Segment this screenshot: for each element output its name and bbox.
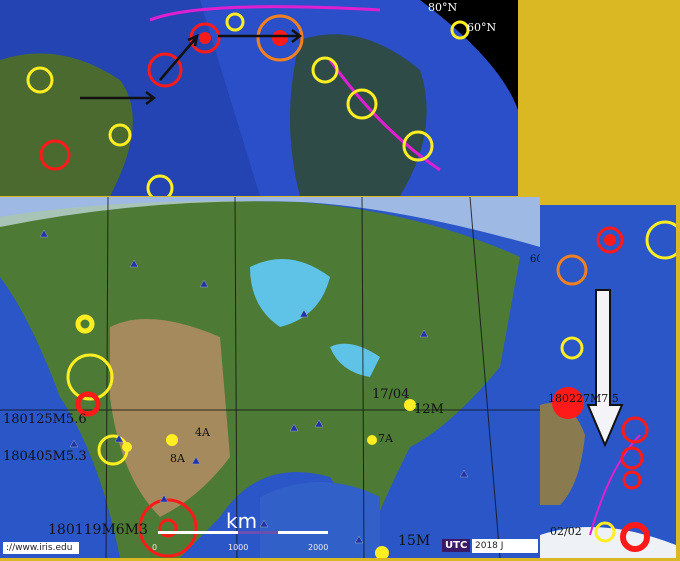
quake-marker [645, 220, 676, 260]
event-label: 8A [170, 452, 185, 465]
quake-marker [622, 470, 642, 490]
quake-marker [66, 353, 114, 401]
globe-view [0, 0, 518, 196]
utc-badge: UTC [442, 539, 471, 552]
quake-marker [594, 521, 616, 543]
quake-marker [556, 254, 588, 286]
date-display: 2018 J [472, 539, 538, 553]
quake-marker [596, 226, 624, 254]
quake-marker [147, 52, 183, 88]
event-bursts [122, 399, 416, 558]
southwest-pacific-map: 180227M7.5 02/02 [540, 205, 676, 558]
global-seismicity-map: 80°N 60°N [0, 0, 518, 196]
lat-label: 60°N [467, 21, 497, 34]
event-label: 4A [195, 426, 210, 439]
motion-arrows [80, 29, 303, 105]
map-canvas [0, 197, 540, 558]
direction-arrow [586, 289, 624, 448]
quake-marker [108, 123, 132, 147]
quake-marker [346, 88, 378, 120]
quake-marker [225, 12, 245, 32]
quake-marker [620, 446, 644, 470]
north-america-map: 180125M5.6 180405M5.3 180119M6M3 17/04 1… [0, 197, 540, 558]
quake-marker [450, 20, 470, 40]
iris-link[interactable]: ://www.iris.edu [3, 542, 79, 554]
grid-label: 60 [530, 254, 540, 265]
event-label: 180119M6M3 [48, 522, 148, 538]
quake-marker [75, 314, 95, 334]
event-label: 12M [414, 402, 444, 417]
quake-marker [402, 130, 434, 162]
quake-marker [26, 66, 54, 94]
lat-label: 80°N [428, 1, 458, 14]
event-label: 15M [398, 533, 431, 549]
quake-marker [620, 522, 650, 552]
scale-tick: 2000 [308, 543, 329, 552]
quake-marker [39, 139, 71, 171]
event-label: 7A [378, 432, 393, 445]
quake-marker [146, 174, 174, 196]
quake-marker [560, 336, 584, 360]
scale-unit: km [226, 509, 258, 533]
event-label: 180227M7.5 [548, 392, 619, 405]
event-label: 02/02 [550, 525, 582, 538]
quake-marker [75, 391, 101, 417]
event-label: 17/04 [372, 387, 410, 402]
quake-marker [311, 56, 339, 84]
map-canvas [540, 205, 676, 558]
event-label: 180405M5.3 [3, 449, 87, 464]
quake-marker [158, 518, 178, 538]
quake-marker [621, 416, 649, 444]
scale-tick: 1000 [228, 543, 249, 552]
station-markers [39, 229, 469, 544]
quake-marker [256, 14, 304, 62]
scale-tick: 0 [152, 543, 158, 552]
quake-marker [138, 498, 198, 558]
event-label: 180125M5.6 [3, 412, 87, 427]
